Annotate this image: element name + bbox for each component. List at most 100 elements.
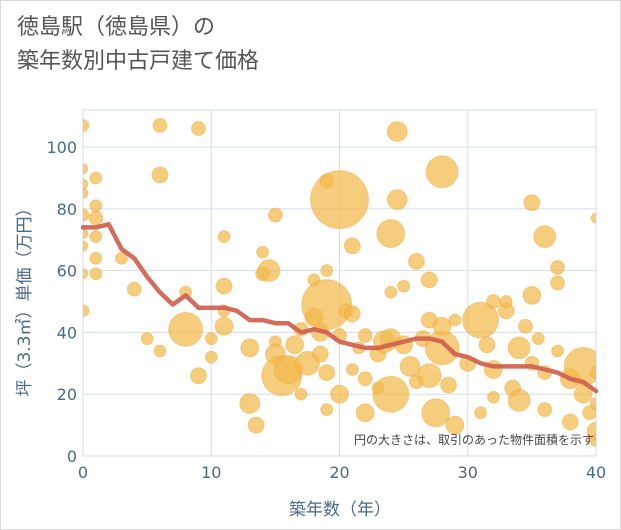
bubble-point: [416, 363, 442, 389]
bubble-point: [88, 210, 104, 226]
bubble-point: [424, 330, 460, 366]
chart-title-line-1: 徳島駅（徳島県）の: [17, 15, 216, 40]
bubble-point: [478, 336, 496, 354]
bubble-point: [582, 405, 596, 421]
y-tick-label: 100: [46, 138, 77, 157]
bubble-point: [407, 252, 425, 270]
bubble-point: [345, 363, 359, 376]
bubble-point: [537, 402, 553, 418]
bubble-point: [507, 336, 531, 360]
bubble-point: [83, 187, 89, 199]
bubble-point: [523, 194, 541, 212]
bubble-point: [376, 219, 406, 249]
chart-title-line-2: 築年数別中古戸建て価格: [17, 49, 260, 74]
bubble-point: [153, 344, 167, 358]
axis-ticks: 0 10 20 30 40 0 20 40 60 80 100: [46, 138, 606, 482]
bubble-point: [533, 225, 557, 249]
bubble-point: [168, 311, 204, 347]
bubble-point: [217, 230, 231, 244]
bubble-point: [310, 170, 369, 230]
y-tick-label: 80: [57, 200, 77, 219]
bubble-point: [589, 366, 596, 380]
bubble-point: [397, 279, 411, 293]
bubble-point: [448, 313, 462, 327]
bubble-point: [204, 350, 218, 364]
bubble-point: [343, 305, 361, 323]
chart-title: 徳島駅（徳島県）の 築年数別中古戸建て価格: [17, 11, 259, 79]
bubble-point: [474, 406, 488, 420]
bubble-point: [590, 212, 596, 224]
bubble-point: [89, 267, 103, 281]
bubble-size-note: 円の大きさは、取引のあった物件面積を示す: [354, 432, 594, 447]
x-tick-label: 30: [458, 463, 478, 482]
x-tick-label: 40: [586, 463, 606, 482]
bubble-point: [432, 316, 452, 336]
bubble-point: [517, 318, 533, 334]
x-tick-label: 20: [329, 463, 349, 482]
bubble-point: [550, 260, 566, 276]
bubble-point: [386, 121, 408, 143]
bubble-point: [386, 189, 408, 211]
bubble-point: [550, 275, 566, 291]
y-tick-label: 60: [57, 262, 77, 281]
bubble-point: [357, 371, 373, 387]
bubble-point: [285, 335, 305, 355]
bubble-point: [151, 166, 169, 184]
bubble-point: [531, 332, 545, 346]
bubble-point: [561, 413, 579, 431]
bubble-point: [114, 251, 128, 265]
bubble-point: [83, 268, 89, 280]
bubble-point: [425, 155, 459, 189]
average-price-line: [80, 222, 599, 394]
bubble-point: [311, 345, 329, 363]
y-tick-label: 20: [57, 385, 77, 404]
bubble-point: [462, 301, 500, 339]
bubble-point: [83, 178, 89, 190]
bubble-point: [257, 259, 281, 283]
x-tick-label: 0: [78, 463, 88, 482]
bubble-point: [83, 228, 89, 240]
bubble-point: [89, 230, 103, 244]
bubble-point: [499, 295, 513, 309]
bubble-point: [372, 375, 410, 413]
bubble-point: [240, 338, 260, 358]
bubble-point: [420, 271, 438, 289]
bubble-point: [318, 364, 336, 382]
bubble-point: [83, 240, 89, 252]
bubble-point: [320, 264, 334, 278]
bubble-series: [83, 117, 596, 448]
bubble-point: [126, 281, 142, 297]
bubble-point: [330, 384, 349, 404]
bubble-point: [239, 392, 261, 414]
bubble-point: [507, 388, 531, 412]
bubble-point: [294, 387, 308, 401]
bubble-point: [384, 285, 398, 299]
bubble-point: [152, 117, 168, 133]
bubble-point: [189, 367, 207, 385]
bubble-point: [140, 332, 154, 346]
bubble-point: [486, 390, 500, 404]
bubble-point: [573, 384, 593, 404]
y-tick-label: 0: [67, 447, 77, 466]
bubble-point: [89, 171, 103, 185]
bubble-point: [357, 328, 373, 344]
bubble-point: [589, 434, 596, 448]
bubble-point: [399, 355, 421, 377]
bubble-point: [89, 199, 103, 213]
bubble-point: [485, 294, 501, 310]
bubble-point: [256, 245, 270, 259]
bubble-point: [190, 121, 206, 137]
bubble-point: [83, 118, 90, 132]
bubble-point: [343, 237, 361, 255]
bubble-point: [83, 163, 89, 175]
bubble-point: [267, 207, 283, 223]
bubble-point: [247, 416, 265, 434]
bubble-point: [589, 396, 596, 410]
bubble-point: [445, 415, 465, 435]
bubble-point: [301, 279, 353, 331]
x-tick-label: 10: [201, 463, 221, 482]
bubble-point: [421, 398, 451, 428]
bubble-point: [522, 285, 542, 305]
bubble-point: [320, 403, 334, 417]
